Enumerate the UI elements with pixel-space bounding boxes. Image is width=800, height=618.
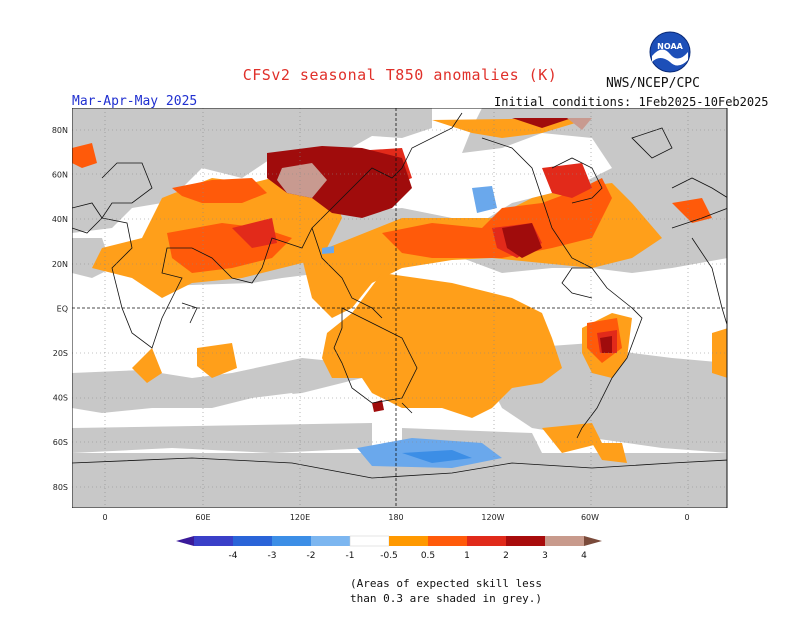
coastlines [72, 112, 727, 479]
lon-label: 60W [581, 513, 599, 522]
lat-label: 40S [53, 394, 68, 403]
lat-label: 60S [53, 438, 68, 447]
anomaly-map [71, 107, 728, 512]
agency-label: NWS/NCEP/CPC [606, 76, 700, 91]
lon-label: 120E [290, 513, 310, 522]
lon-label: 0 [102, 513, 107, 522]
anomaly-3-to-4 [267, 118, 612, 412]
anomaly-negative-strong [402, 450, 472, 463]
anomaly-above-4 [277, 118, 592, 198]
colorbar-label: -1 [346, 551, 355, 561]
lat-label: 60N [52, 171, 68, 180]
lon-label: 180 [388, 513, 403, 522]
colorbar-segment [389, 536, 428, 546]
skill-note-line-2: than 0.3 are shaded in grey.) [350, 592, 543, 605]
colorbar-segment [584, 536, 602, 546]
colorbar-segment [233, 536, 272, 546]
anomaly-field [72, 108, 727, 508]
colorbar: -4 -3 -2 -1 -0.5 0.5 1 2 3 4 [176, 535, 602, 561]
initial-conditions-label: Initial conditions: 1Feb2025-10Feb2025 [494, 95, 769, 109]
colorbar-segment [311, 536, 350, 546]
lat-label: 80S [53, 483, 68, 492]
colorbar-segment [428, 536, 467, 546]
colorbar-segment [467, 536, 506, 546]
colorbar-segment [349, 535, 390, 547]
colorbar-label: 3 [542, 551, 548, 561]
equator-dateline [72, 108, 727, 508]
axis-labels: 80N 60N 40N 20N EQ 20S 40S 60S 80S 0 60E 120E 180 12… [52, 126, 690, 522]
colorbar-label: 4 [581, 551, 587, 561]
season-label: Mar-Apr-May 2025 [72, 94, 198, 109]
skill-note-line-1: (Areas of expected skill less [350, 577, 543, 590]
colorbar-label: -4 [229, 551, 238, 561]
colorbar-segment [272, 536, 311, 546]
noaa-logo: NOAA [648, 30, 692, 74]
lat-label: 80N [52, 126, 68, 135]
lon-label: 0 [684, 513, 689, 522]
colorbar-label: -0.5 [380, 551, 398, 561]
lat-label: 20N [52, 260, 68, 269]
colorbar-label: 0.5 [421, 551, 435, 561]
colorbar-segment [506, 536, 545, 546]
colorbar-segment [176, 536, 194, 546]
longitude-labels: 0 60E 120E 180 120W 60W 0 [102, 513, 689, 522]
latitude-labels: 80N 60N 40N 20N EQ 20S 40S 60S 80S [52, 126, 68, 492]
lon-label: 60E [195, 513, 210, 522]
colorbar-label: -3 [268, 551, 277, 561]
skill-note: (Areas of expected skill less than 0.3 a… [350, 576, 542, 606]
lon-label: 120W [481, 513, 504, 522]
colorbar-label: -2 [307, 551, 316, 561]
chart-title: CFSv2 seasonal T850 anomalies (K) [242, 66, 558, 84]
lat-label: EQ [57, 304, 68, 313]
lat-label: 20S [53, 349, 68, 358]
colorbar-label: 2 [503, 551, 509, 561]
graticule [72, 108, 727, 508]
colorbar-segment [194, 536, 233, 546]
colorbar-segment [545, 536, 584, 546]
colorbar-label: 1 [464, 551, 470, 561]
lat-label: 40N [52, 215, 68, 224]
logo-text: NOAA [657, 42, 683, 51]
